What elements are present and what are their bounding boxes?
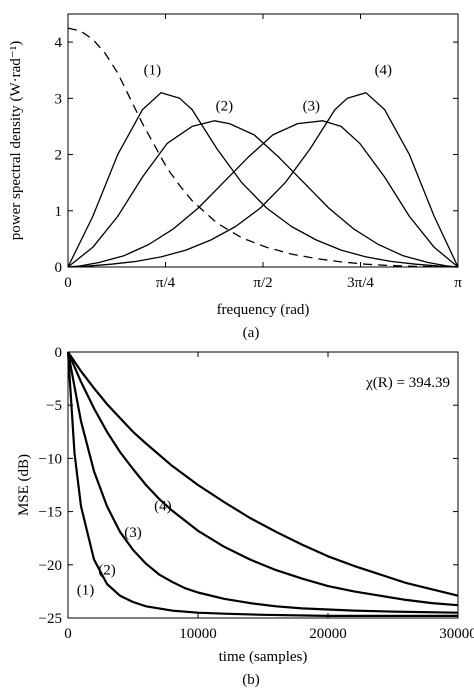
y-tick-label: 0 <box>55 260 63 276</box>
y-tick-label: −5 <box>46 398 62 414</box>
panel-caption: (a) <box>243 325 260 341</box>
plot-frame <box>67 351 459 619</box>
curve-label: (3) <box>303 99 321 115</box>
x-tick-label: 0 <box>64 626 72 642</box>
curve-label: (2) <box>216 99 234 115</box>
y-tick-label: 0 <box>55 345 63 361</box>
curve-label: (2) <box>98 562 116 578</box>
x-tick-label: 20000 <box>309 626 347 642</box>
y-tick-label: 2 <box>55 148 63 164</box>
curve-label: (1) <box>144 63 162 79</box>
curve-label: (3) <box>124 525 142 541</box>
x-tick-label: π/4 <box>156 275 176 291</box>
y-axis-label: power spectral density (W·rad⁻¹) <box>8 41 24 240</box>
curve-label: (1) <box>77 583 95 599</box>
curve-label: (4) <box>375 63 393 79</box>
series-line-4 <box>67 92 459 268</box>
x-tick-label: 30000 <box>439 626 474 642</box>
y-tick-label: 1 <box>55 204 63 220</box>
y-tick-label: 4 <box>55 35 63 51</box>
y-axis-label: MSE (dB) <box>16 454 32 516</box>
x-axis-label: time (samples) <box>219 649 308 665</box>
x-tick-label: π/2 <box>253 275 272 291</box>
y-tick-label: −25 <box>39 611 62 627</box>
chart-panel-a: 0 π/4 π/2 3π/4 π 0 1 2 3 4 (1) (2) (3) (4) frequency (… <box>8 13 462 341</box>
x-axis-label: frequency (rad) <box>217 302 310 318</box>
y-tick-label: 3 <box>55 91 63 107</box>
plot-frame <box>67 13 459 268</box>
x-tick-label: 10000 <box>179 626 217 642</box>
series-line-3 <box>67 120 459 268</box>
series-line-3 <box>66 351 459 607</box>
series-line-1 <box>67 92 459 268</box>
curve-label: (4) <box>154 499 172 515</box>
y-tick-label: −20 <box>39 558 62 574</box>
chart-panel-b: 0 10000 20000 30000 0 −5 −10 −15 −20 −25 (1)(2) (3)… <box>16 345 474 688</box>
chi-annotation: χ(R) = 394.39 <box>365 375 450 391</box>
series-line-dashed <box>67 27 459 268</box>
series-line-1 <box>66 351 458 617</box>
x-tick-label: 0 <box>64 275 72 291</box>
x-tick-label: 3π/4 <box>347 275 374 291</box>
panel-caption: (b) <box>242 672 260 688</box>
y-tick-label: −10 <box>39 451 62 467</box>
y-tick-label: −15 <box>39 505 62 521</box>
series-line-2 <box>67 120 459 268</box>
x-tick-label: π <box>454 275 462 291</box>
series-line-2 <box>66 351 459 614</box>
series-line-4 <box>67 351 459 597</box>
